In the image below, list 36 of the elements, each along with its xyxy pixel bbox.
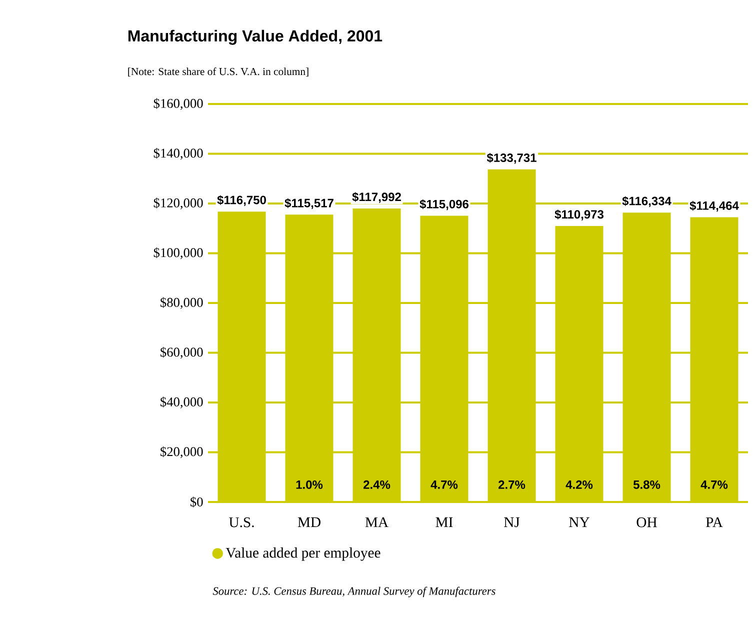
y-tick-label: $120,000 bbox=[154, 198, 203, 210]
annotation: 2.7% bbox=[498, 480, 526, 489]
y-tick-label: $40,000 bbox=[160, 396, 203, 408]
y-tick-label: $0 bbox=[190, 496, 203, 508]
y-tick-label: $100,000 bbox=[154, 247, 203, 260]
x-tick-label: U.S. bbox=[229, 517, 254, 528]
x-tick-label: MI bbox=[436, 517, 453, 527]
annotation: 4.2% bbox=[566, 480, 593, 489]
data-label: $115,096 bbox=[420, 199, 468, 210]
x-tick-label: NJ bbox=[504, 517, 520, 528]
y-tick-label: $20,000 bbox=[160, 446, 203, 458]
data-label: $115,517 bbox=[284, 198, 334, 210]
chart-subtitle: [Note: State share of U.S. V.A. in column] bbox=[128, 68, 308, 76]
annotation: 2.4% bbox=[363, 480, 390, 489]
x-tick-label: MA bbox=[365, 517, 388, 528]
data-label: $114,464 bbox=[690, 200, 739, 212]
x-tick-label: PA bbox=[706, 517, 723, 528]
data-label: $133,731 bbox=[486, 152, 536, 164]
chart-title: Manufacturing Value Added, 2001 bbox=[128, 30, 382, 45]
x-tick-label: MD bbox=[298, 517, 320, 527]
data-label: $116,750 bbox=[217, 195, 266, 206]
annotation: 1.0% bbox=[296, 480, 323, 489]
y-tick-label: $140,000 bbox=[154, 148, 203, 160]
data-label: $110,973 bbox=[554, 210, 604, 220]
y-tick-label: $80,000 bbox=[160, 297, 203, 309]
data-label: $117,992 bbox=[352, 192, 401, 203]
legend-label: Value added per employee bbox=[226, 547, 380, 561]
data-label: $116,334 bbox=[622, 196, 672, 208]
y-tick-label: $160,000 bbox=[154, 98, 203, 110]
annotation: 4.7% bbox=[700, 480, 728, 489]
x-tick-label: NY bbox=[569, 517, 590, 527]
x-tick-label: OH bbox=[636, 517, 657, 528]
annotation: 5.8% bbox=[633, 480, 660, 489]
annotation: 4.7% bbox=[430, 480, 458, 489]
source-note: Source: U.S. Census Bureau, Annual Survey of Manufacturers bbox=[212, 586, 496, 598]
y-tick-label: $60,000 bbox=[160, 346, 203, 359]
